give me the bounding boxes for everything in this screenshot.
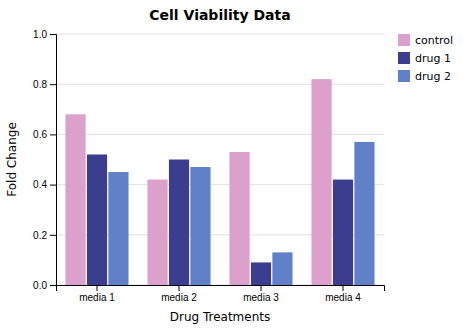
tick-label: 0.8 <box>33 79 47 90</box>
plot: 0.00.20.40.60.81.0media 1media 2media 3m… <box>33 29 384 303</box>
tick-label: 0.6 <box>33 129 47 140</box>
title: Cell Viability Data <box>149 7 290 23</box>
tick-mark <box>179 285 180 291</box>
y-axis: 0.0 0.2 0.4 0.6 0.8 1.0 <box>33 29 56 291</box>
y-tick: 0.4 <box>33 179 56 190</box>
tick-label: 0.4 <box>33 179 47 190</box>
bars <box>65 79 374 285</box>
grid-line <box>56 84 384 85</box>
tick-label: 0.0 <box>33 280 47 291</box>
x-axis-title: Drug Treatments <box>170 310 271 324</box>
legend-item: drug 2 <box>398 70 451 83</box>
x-tick: media 4 <box>325 285 361 303</box>
legend-label: drug 2 <box>415 70 451 83</box>
bar <box>65 114 85 285</box>
tick-mark <box>97 285 98 291</box>
tick-label: 0.2 <box>33 230 47 241</box>
bar <box>147 180 167 285</box>
bar <box>190 167 210 285</box>
tick-mark <box>50 84 56 85</box>
legend-item: drug 1 <box>398 52 451 65</box>
grid <box>56 34 384 285</box>
tick-mark <box>50 134 56 135</box>
x-tick: media 1 <box>79 285 115 303</box>
bar <box>272 252 292 285</box>
grid-line <box>56 134 384 135</box>
bar <box>108 172 128 285</box>
y-tick: 0.0 <box>33 280 56 291</box>
tick-mark <box>50 185 56 186</box>
tick-label: media 1 <box>79 292 115 303</box>
axis-line <box>50 35 57 286</box>
bar <box>333 180 353 285</box>
y-tick: 0.2 <box>33 230 56 241</box>
tick-label: media 3 <box>243 292 279 303</box>
legend-swatch <box>398 52 410 64</box>
chart: 0.00.20.40.60.81.0media 1media 2media 3m… <box>0 0 474 331</box>
tick-mark <box>343 285 344 291</box>
bar <box>229 152 249 285</box>
x-tick: media 3 <box>243 285 279 303</box>
legend-label: drug 1 <box>415 52 451 65</box>
legend-swatch <box>398 70 410 82</box>
tick-mark <box>50 34 56 35</box>
bar <box>87 154 107 285</box>
y-tick: 1.0 <box>33 29 56 40</box>
y-tick: 0.8 <box>33 79 56 90</box>
bar <box>354 142 374 285</box>
legend-swatch <box>398 34 410 46</box>
legend-item: control <box>398 34 453 47</box>
tick-label: media 2 <box>161 292 197 303</box>
legend-label: control <box>415 34 453 47</box>
legend: control drug 1 drug 2 <box>398 34 453 83</box>
tick-mark <box>261 285 262 291</box>
bar <box>169 160 189 286</box>
grid-line <box>56 34 384 35</box>
tick-label: media 4 <box>325 292 361 303</box>
tick-mark <box>50 235 56 236</box>
y-tick: 0.6 <box>33 129 56 140</box>
x-tick: media 2 <box>161 285 197 303</box>
axis-line <box>57 286 385 292</box>
y-axis-title: Fold Change <box>5 122 19 197</box>
bar <box>311 79 331 285</box>
tick-label: 1.0 <box>33 29 47 40</box>
x-axis: media 1 media 2 media 3 media 4 <box>57 285 385 303</box>
bar <box>251 262 271 285</box>
tick-mark <box>50 285 56 286</box>
